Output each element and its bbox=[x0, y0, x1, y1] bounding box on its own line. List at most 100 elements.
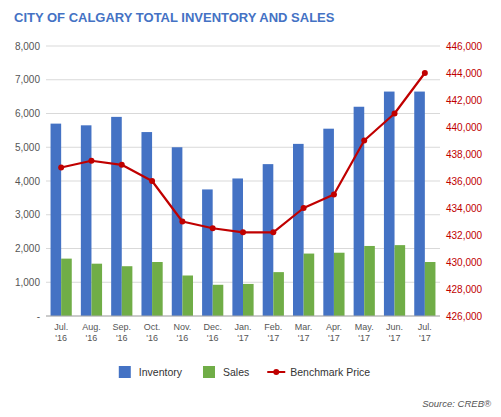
y-tick-label: 7,000 bbox=[15, 74, 40, 85]
bar bbox=[323, 129, 334, 316]
bar bbox=[425, 262, 436, 316]
bar bbox=[384, 92, 395, 316]
legend-label: Inventory bbox=[139, 366, 183, 378]
line-marker bbox=[88, 158, 94, 164]
x-tick-label-line: Sep. bbox=[113, 322, 132, 332]
legend-item: Benchmark Price bbox=[267, 366, 370, 378]
y2-tick-label: 426,000 bbox=[446, 311, 483, 322]
grid-line bbox=[46, 147, 440, 148]
x-axis-line bbox=[46, 316, 440, 317]
background bbox=[0, 0, 501, 417]
bar bbox=[182, 276, 193, 317]
x-tick-label: Mar.'17 bbox=[295, 322, 313, 343]
x-tick-label-line: Mar. bbox=[295, 322, 313, 332]
x-tick-label-line: Aug. bbox=[82, 322, 101, 332]
bar bbox=[91, 264, 102, 316]
y2-tick-label: 446,000 bbox=[446, 41, 483, 52]
x-tick-label: Sep.'16 bbox=[113, 322, 132, 343]
bar bbox=[61, 259, 72, 316]
legend-label: Sales bbox=[223, 366, 249, 378]
chart-title: CITY OF CALGARY TOTAL INVENTORY AND SALE… bbox=[14, 10, 335, 25]
x-tick-label-line: Nov. bbox=[173, 322, 191, 332]
line-series bbox=[58, 70, 428, 235]
x-tick-label: Oct.'16 bbox=[144, 322, 161, 343]
x-tick-label: Jul.'17 bbox=[418, 322, 432, 343]
x-tick-label-line: '17 bbox=[298, 333, 310, 343]
y2-tick-label: 436,000 bbox=[446, 176, 483, 187]
x-tick-label-line: '17 bbox=[328, 333, 340, 343]
y2-tick-label: 442,000 bbox=[446, 95, 483, 106]
x-tick-label: Apr.'17 bbox=[326, 322, 342, 343]
y2-tick-label: 444,000 bbox=[446, 68, 483, 79]
y2-tick-label: 434,000 bbox=[446, 203, 483, 214]
bar bbox=[141, 132, 152, 316]
x-tick-label-line: Feb. bbox=[264, 322, 282, 332]
y-tick-label: 8,000 bbox=[15, 41, 40, 52]
legend-swatch-marker bbox=[273, 369, 279, 375]
bar bbox=[111, 117, 122, 316]
line-marker bbox=[210, 225, 216, 231]
legend-item: Sales bbox=[203, 366, 249, 378]
x-tick-label: Jul.'16 bbox=[54, 322, 68, 343]
x-tick-label-line: Oct. bbox=[144, 322, 161, 332]
bar bbox=[243, 284, 254, 316]
line-marker bbox=[270, 229, 276, 235]
grid-line bbox=[46, 113, 440, 114]
annotation: Source: CREB® bbox=[422, 398, 491, 409]
line-marker bbox=[119, 162, 125, 168]
bar bbox=[122, 266, 133, 316]
bar-series bbox=[61, 245, 435, 316]
grid-line bbox=[46, 46, 440, 47]
plot-area bbox=[51, 70, 436, 316]
bar bbox=[395, 245, 406, 316]
line bbox=[61, 73, 425, 232]
y-tick-label: - bbox=[37, 311, 40, 322]
x-tick-label-line: '17 bbox=[358, 333, 370, 343]
line-marker bbox=[149, 178, 155, 184]
bar-series bbox=[51, 92, 425, 316]
x-tick-label-line: Apr. bbox=[326, 322, 342, 332]
x-tick-label-line: '17 bbox=[237, 333, 249, 343]
x-tick-label-line: May. bbox=[355, 322, 374, 332]
x-tick-label-line: Jul. bbox=[54, 322, 68, 332]
x-tick-label: Jun.'17 bbox=[386, 322, 403, 343]
bar bbox=[304, 254, 315, 316]
bar bbox=[172, 147, 183, 316]
x-tick-label: Feb.'17 bbox=[264, 322, 282, 343]
chart: CITY OF CALGARY TOTAL INVENTORY AND SALE… bbox=[0, 0, 501, 417]
legend-item: Inventory bbox=[119, 366, 183, 378]
line-marker bbox=[179, 219, 185, 225]
grid-line bbox=[46, 79, 440, 80]
x-tick-label-line: '16 bbox=[177, 333, 189, 343]
bar bbox=[213, 285, 224, 316]
x-tick-label: Aug.'16 bbox=[82, 322, 101, 343]
y-tick-label: 6,000 bbox=[15, 108, 40, 119]
y-tick-label: 3,000 bbox=[15, 209, 40, 220]
line-marker bbox=[58, 165, 64, 171]
x-tick-label-line: '16 bbox=[55, 333, 67, 343]
x-tick-label-line: Jun. bbox=[386, 322, 403, 332]
bar bbox=[202, 189, 213, 316]
x-tick-label-line: '17 bbox=[389, 333, 401, 343]
y-tick-label: 5,000 bbox=[15, 142, 40, 153]
legend-swatch bbox=[119, 366, 131, 378]
grid bbox=[46, 46, 440, 316]
x-tick-label: Jan.'17 bbox=[234, 322, 251, 343]
grid-line bbox=[46, 316, 440, 317]
x-tick-label-line: Jul. bbox=[418, 322, 432, 332]
bar bbox=[81, 125, 92, 316]
bar bbox=[334, 253, 345, 316]
y2-tick-label: 430,000 bbox=[446, 257, 483, 268]
x-tick-label-line: Jan. bbox=[234, 322, 251, 332]
line-marker bbox=[361, 138, 367, 144]
line-marker bbox=[422, 70, 428, 76]
y-tick-label: 1,000 bbox=[15, 277, 40, 288]
line-marker bbox=[392, 111, 398, 117]
x-tick-label-line: '17 bbox=[419, 333, 431, 343]
bar bbox=[232, 178, 243, 316]
x-tick-label-line: '17 bbox=[267, 333, 279, 343]
x-tick-label-line: '16 bbox=[116, 333, 128, 343]
x-tick-label: Dec.'16 bbox=[203, 322, 222, 343]
line-marker bbox=[331, 192, 337, 198]
legend-label: Benchmark Price bbox=[290, 366, 370, 378]
